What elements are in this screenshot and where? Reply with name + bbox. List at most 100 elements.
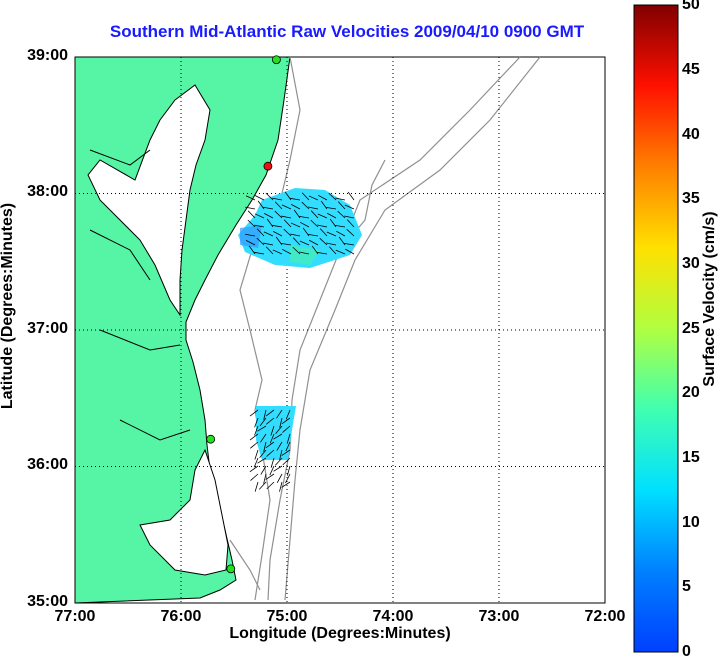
colorbar-tick: 25 [682, 320, 700, 337]
velocity-arrow [253, 457, 259, 468]
radar-station [271, 55, 281, 65]
velocity-arrow [266, 449, 275, 457]
velocity-arrow [338, 236, 346, 246]
velocity-arrow [308, 195, 319, 201]
velocity-arrow [273, 433, 283, 440]
velocity-arrow [274, 210, 283, 219]
velocity-arrow [329, 218, 337, 228]
velocity-arrow [320, 200, 328, 210]
colorbar-tick: 35 [682, 190, 700, 207]
colorbar-tick: 5 [682, 578, 691, 595]
velocity-arrow [346, 219, 355, 228]
velocity-arrow [265, 417, 275, 425]
velocity-arrow [335, 197, 346, 201]
x-tick: 75:00 [266, 608, 308, 625]
velocity-arrow [272, 224, 283, 228]
velocity-arrow [283, 219, 292, 228]
velocity-arrow [286, 465, 291, 476]
plot-title: Southern Mid-Atlantic Raw Velocities 200… [109, 22, 585, 41]
velocity-arrow [258, 481, 267, 490]
velocity-arrow [263, 409, 267, 420]
velocity-arrow [319, 237, 328, 246]
radar-station [226, 564, 236, 574]
velocity-arrow [310, 219, 319, 228]
velocity-arrow [266, 218, 274, 228]
y-tick: 37:00 [27, 320, 68, 337]
velocity-field [238, 188, 362, 492]
velocity-arrow [263, 213, 274, 219]
velocity-arrow [254, 251, 265, 255]
velocity-arrow [260, 465, 267, 475]
x-axis-label: Longitude (Degrees:Minutes) [229, 625, 451, 642]
bathymetry-contours [229, 56, 541, 601]
velocity-arrow [263, 441, 267, 452]
velocity-arrow [269, 433, 275, 444]
velocity-arrow [317, 213, 328, 219]
bathymetry-contour [239, 56, 301, 601]
velocity-arrow [327, 212, 337, 219]
velocity-arrow [254, 425, 259, 436]
velocity-arrow [275, 236, 283, 246]
velocity-arrow [272, 231, 283, 237]
velocity-arrow [337, 210, 346, 219]
velocity-arrow [274, 457, 283, 466]
velocity-arrow [345, 248, 355, 255]
velocity-arrow [269, 465, 275, 476]
velocity-arrow [279, 481, 283, 492]
bathymetry-contour [267, 56, 521, 601]
velocity-arrow [299, 240, 310, 246]
velocity-arrow [265, 473, 275, 480]
river-line [99, 329, 181, 351]
grid-lines [75, 57, 605, 603]
velocity-arrow [326, 231, 337, 237]
velocity-arrow [285, 473, 291, 484]
velocity-arrow [317, 251, 328, 255]
velocity-arrow [326, 206, 337, 210]
velocity-arrow [257, 425, 267, 432]
velocity-arrow [254, 481, 259, 492]
velocity-arrow [279, 449, 283, 460]
velocity-arrow [281, 248, 292, 255]
velocity-arrow [328, 192, 337, 201]
velocity-arrow [247, 219, 256, 228]
velocity-arrow [265, 441, 275, 449]
y-axis-label: Latitude (Degrees:Minutes) [0, 202, 16, 410]
velocity-arrow [265, 246, 274, 255]
colorbar-tick: 15 [682, 449, 700, 466]
velocity-arrow [290, 204, 301, 210]
velocity-arrow [335, 224, 346, 228]
velocity-arrow [336, 230, 346, 237]
velocity-arrow [247, 210, 256, 219]
velocity-arrow [299, 215, 310, 219]
velocity-arrow [292, 237, 301, 246]
velocity-arrow [254, 449, 259, 460]
velocity-arrow [279, 417, 283, 428]
velocity-arrow [310, 210, 319, 219]
colorbar-tick: 50 [682, 0, 700, 13]
velocity-arrow [311, 245, 319, 255]
velocity-arrow [265, 192, 274, 201]
velocity-arrow [256, 228, 265, 237]
velocity-arrow [249, 409, 259, 417]
velocity-arrow [276, 441, 283, 451]
river-line [119, 419, 191, 441]
colorbar [633, 4, 679, 653]
velocity-arrow [328, 246, 337, 255]
river-line [89, 229, 151, 281]
velocity-arrow [308, 206, 319, 210]
velocity-arrow [285, 441, 291, 452]
velocity-arrow [281, 449, 291, 456]
velocity-arrow [263, 231, 274, 237]
bathymetry-contour [229, 539, 261, 591]
velocity-patch-blue [240, 225, 262, 248]
velocity-arrow [276, 473, 283, 483]
y-tick: 39:00 [27, 47, 68, 64]
velocity-arrow [301, 201, 310, 210]
radar-stations [206, 55, 281, 574]
velocity-arrow [257, 200, 265, 210]
velocity-arrow [245, 233, 256, 237]
velocity-arrow [290, 222, 301, 228]
velocity-arrow [276, 409, 283, 419]
velocity-arrow [257, 457, 267, 464]
